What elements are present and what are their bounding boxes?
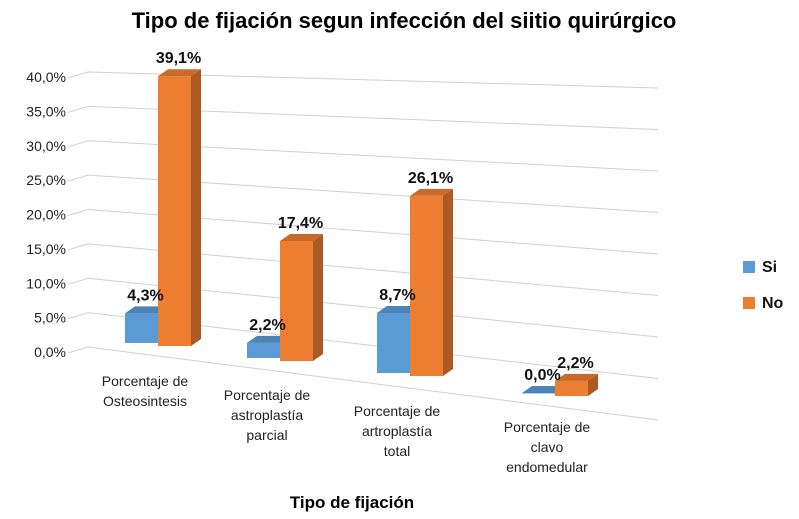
y-axis-ticks: 0,0% 5,0% 10,0% 15,0% 20,0% 25,0% 30,0% 35,0% 40…: [26, 69, 66, 360]
gridline: [67, 243, 659, 296]
gridline: [67, 312, 659, 379]
data-label-si: 2,2%: [249, 317, 285, 334]
bar-front: [555, 380, 588, 396]
bars: [125, 69, 598, 396]
bar-front: [125, 313, 158, 343]
bar-top: [280, 233, 323, 241]
bar-front: [377, 312, 410, 373]
data-label-no: 17,4%: [278, 215, 323, 232]
bar-side: [588, 373, 598, 396]
bar-no-4: [555, 373, 598, 396]
legend-label-no: No: [762, 295, 784, 312]
bar-side: [313, 233, 323, 361]
bar-si-4: [522, 386, 565, 394]
data-label-si: 8,7%: [379, 287, 415, 304]
data-label-si: 4,3%: [127, 287, 163, 304]
bar-top: [125, 306, 168, 314]
category-label: Porcentaje de clavo endomedular: [504, 419, 591, 475]
bar-top: [410, 188, 453, 196]
bar-top: [555, 373, 598, 381]
category-label: Porcentaje de astroplastía parcial: [224, 387, 311, 443]
bar-top: [158, 69, 201, 77]
bar-no-2: [280, 233, 323, 361]
y-tick-label: 20,0%: [26, 207, 66, 223]
gridline: [67, 174, 659, 213]
bar-no-1: [158, 69, 201, 347]
bar-side: [191, 69, 201, 347]
y-tick-label: 15,0%: [26, 241, 66, 257]
y-tick-label: 30,0%: [26, 138, 66, 154]
legend-swatch-no: [743, 297, 755, 309]
gridline: [67, 71, 659, 89]
gridline: [67, 208, 659, 255]
gridline: [67, 105, 659, 130]
gridline: [67, 346, 659, 421]
data-label-no: 2,2%: [557, 355, 593, 372]
category-label: Porcentaje de Osteosintesis: [102, 373, 189, 409]
data-label-no: 26,1%: [408, 170, 453, 187]
legend: Si No: [743, 259, 784, 312]
bar-no-3: [410, 188, 453, 376]
bar-front: [247, 342, 280, 358]
chart-title: Tipo de fijación segun infección del sii…: [132, 8, 677, 33]
x-axis-categories: Porcentaje de Osteosintesis Porcentaje de a…: [102, 373, 591, 475]
bar-front: [158, 76, 191, 347]
gridlines: [67, 71, 659, 421]
data-label-no: 39,1%: [156, 50, 201, 67]
bar-top: [377, 305, 420, 313]
bar-top: [522, 386, 565, 393]
bar-front: [522, 393, 555, 394]
x-axis-title: Tipo de fijación: [290, 493, 414, 512]
y-tick-label: 5,0%: [34, 310, 66, 326]
data-labels: 4,3%39,1%2,2%17,4%8,7%26,1%0,0%2,2%: [127, 50, 593, 384]
gridline: [67, 277, 659, 338]
y-tick-label: 25,0%: [26, 172, 66, 188]
y-tick-label: 35,0%: [26, 103, 66, 119]
category-label: Porcentaje de artroplastía total: [354, 403, 441, 459]
legend-label-si: Si: [762, 259, 777, 276]
bar-top: [247, 335, 290, 343]
legend-swatch-si: [743, 261, 755, 273]
data-label-si: 0,0%: [524, 367, 560, 384]
y-tick-label: 0,0%: [34, 344, 66, 360]
y-tick-label: 10,0%: [26, 275, 66, 291]
gridline: [67, 140, 659, 172]
bar-front: [280, 240, 313, 361]
y-tick-label: 40,0%: [26, 69, 66, 85]
bar-side: [443, 188, 453, 376]
bar-front: [410, 195, 443, 376]
